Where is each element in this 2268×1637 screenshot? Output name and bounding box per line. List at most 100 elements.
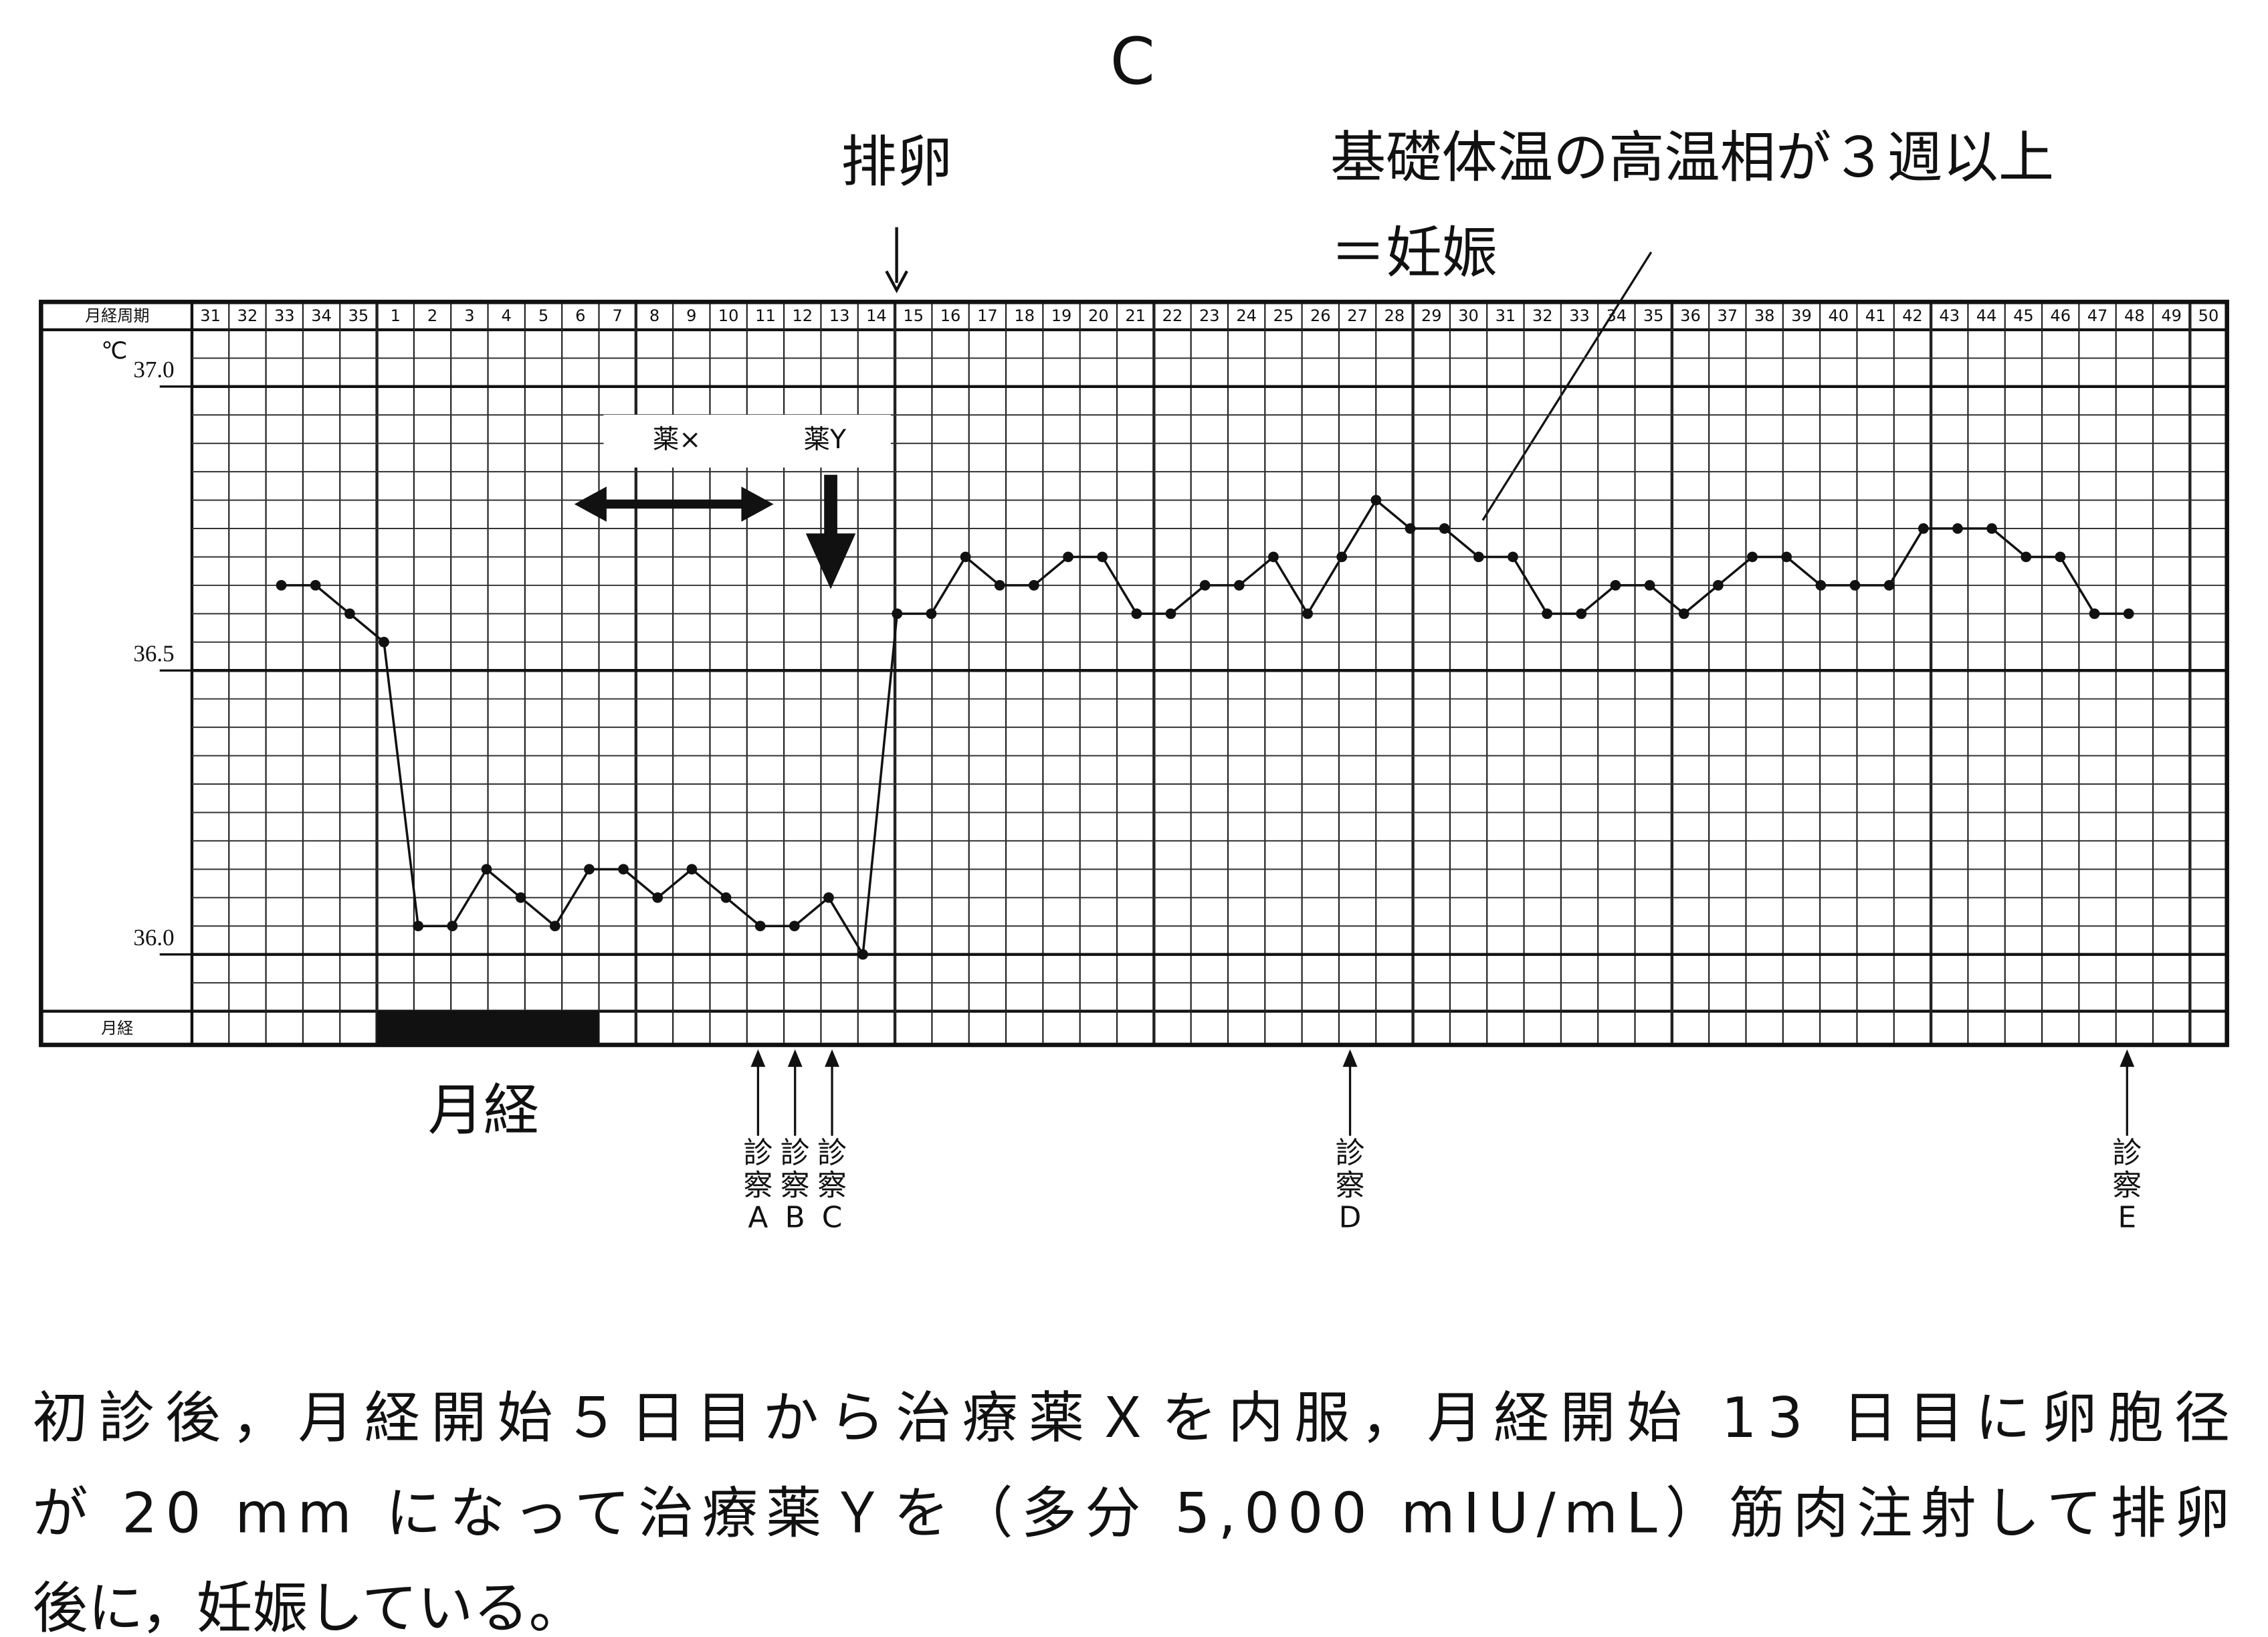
exam-arrow-head — [1342, 1049, 1358, 1067]
x-tick-label: 18 — [1014, 306, 1035, 325]
temperature-point — [686, 864, 698, 875]
x-tick-label: 17 — [977, 306, 998, 325]
temperature-point — [2089, 608, 2100, 619]
temperature-point — [310, 580, 321, 591]
temperature-point — [1918, 523, 1929, 534]
exam-label: 察 — [2112, 1168, 2142, 1202]
temperature-point — [1849, 580, 1861, 591]
y-tick-label: 36.5 — [133, 640, 174, 666]
temperature-point — [549, 921, 560, 932]
exam-label: 察 — [743, 1168, 772, 1202]
exam-label: 診 — [743, 1136, 772, 1170]
caption: 初診後，月経開始５日目から治療薬Ｘを内服，月経開始 13 日目に卵胞径 — [32, 1385, 2230, 1450]
exam-label: B — [785, 1201, 805, 1235]
exam-label: C — [822, 1201, 843, 1235]
x-tick-label: 50 — [2198, 306, 2219, 325]
temperature-point — [1336, 551, 1348, 563]
exam-label: A — [748, 1201, 768, 1235]
x-tick-label: 48 — [2124, 306, 2145, 325]
x-tick-label: 7 — [613, 306, 623, 325]
temperature-point — [1815, 580, 1827, 591]
x-tick-label: 26 — [1310, 306, 1331, 325]
x-tick-label: 40 — [1828, 306, 1849, 325]
temperature-point — [413, 921, 424, 932]
temperature-point — [892, 608, 903, 619]
x-tick-label: 6 — [575, 306, 585, 325]
x-tick-label: 14 — [866, 306, 887, 325]
temperature-point — [1165, 608, 1176, 619]
menses-caption: 月経 — [428, 1078, 539, 1143]
temperature-point — [1883, 580, 1895, 591]
temperature-point — [1508, 551, 1518, 563]
x-tick-label: 16 — [940, 306, 961, 325]
x-tick-label: 9 — [686, 306, 696, 325]
x-tick-label: 38 — [1754, 306, 1775, 325]
temperature-point — [994, 580, 1005, 591]
temperature-point — [1473, 551, 1484, 563]
x-tick-label: 1 — [391, 306, 401, 325]
y-tick-label: 37.0 — [133, 357, 174, 383]
x-tick-label: 49 — [2161, 306, 2182, 325]
x-tick-label: 24 — [1236, 306, 1257, 325]
temperature-point — [789, 921, 800, 932]
x-tick-label: 19 — [1051, 306, 1072, 325]
exam-label: 診 — [781, 1136, 810, 1170]
x-tick-label: 5 — [538, 306, 548, 325]
temperature-point — [1405, 523, 1416, 534]
exam-label: E — [2118, 1201, 2136, 1235]
temperature-point — [481, 864, 492, 875]
temperature-point — [1097, 551, 1108, 563]
exam-label: 察 — [781, 1168, 810, 1202]
temperature-point — [1952, 523, 1963, 534]
menses-bar — [377, 1011, 599, 1045]
unit-label: ℃ — [101, 338, 127, 364]
temperature-point — [1712, 580, 1724, 591]
annotation: ＝妊娠 — [1330, 220, 1498, 285]
exam-label: 診 — [817, 1136, 847, 1170]
temperature-point — [1028, 580, 1039, 591]
x-tick-label: 45 — [2013, 306, 2034, 325]
caption: が 20 mm になって治療薬Ｙを（多分 5,000 mIU/mL）筋肉注射して… — [32, 1480, 2230, 1545]
temperature-point — [754, 921, 766, 932]
x-tick-label: 12 — [792, 306, 813, 325]
x-tick-label: 42 — [1902, 306, 1923, 325]
x-tick-label: 32 — [237, 306, 258, 325]
x-tick-label: 4 — [502, 306, 512, 325]
temperature-point — [2021, 551, 2032, 563]
annotation: 基礎体温の高温相が３週以上 — [1330, 125, 2054, 190]
x-tick-label: 46 — [2050, 306, 2071, 325]
x-tick-label: 36 — [1680, 306, 1701, 325]
x-tick-label: 47 — [2087, 306, 2108, 325]
x-tick-label: 35 — [348, 306, 369, 325]
x-tick-label: 27 — [1347, 306, 1368, 325]
x-tick-label: 13 — [829, 306, 850, 325]
chart-frame — [39, 300, 2229, 1048]
exam-arrow-head — [750, 1049, 766, 1067]
temperature-point — [960, 551, 971, 563]
exam-label: 察 — [1336, 1168, 1365, 1202]
x-tick-label: 11 — [755, 306, 776, 325]
temperature-point — [926, 608, 937, 619]
exam-arrow-head — [825, 1049, 839, 1067]
x-tick-label: 22 — [1162, 306, 1183, 325]
temperature-point — [447, 921, 458, 932]
x-tick-label: 31 — [200, 306, 221, 325]
temperature-point — [1542, 608, 1553, 619]
exam-label: 診 — [1336, 1136, 1365, 1170]
temperature-point — [515, 892, 526, 903]
temperature-point — [584, 864, 595, 875]
temperature-point — [1678, 608, 1689, 619]
temperature-point — [618, 864, 629, 875]
x-tick-label: 34 — [311, 306, 332, 325]
y-tick-label: 36.0 — [133, 925, 174, 951]
temperature-point — [1439, 523, 1450, 534]
header-label: 月経周期 — [85, 306, 149, 325]
temperature-point — [1644, 580, 1655, 591]
temperature-point — [1747, 551, 1758, 563]
x-tick-label: 30 — [1458, 306, 1479, 325]
x-tick-label: 23 — [1199, 306, 1220, 325]
caption: 後に，妊娠している。 — [32, 1576, 585, 1637]
drug-label-box — [603, 414, 891, 468]
x-tick-label: 29 — [1421, 306, 1442, 325]
